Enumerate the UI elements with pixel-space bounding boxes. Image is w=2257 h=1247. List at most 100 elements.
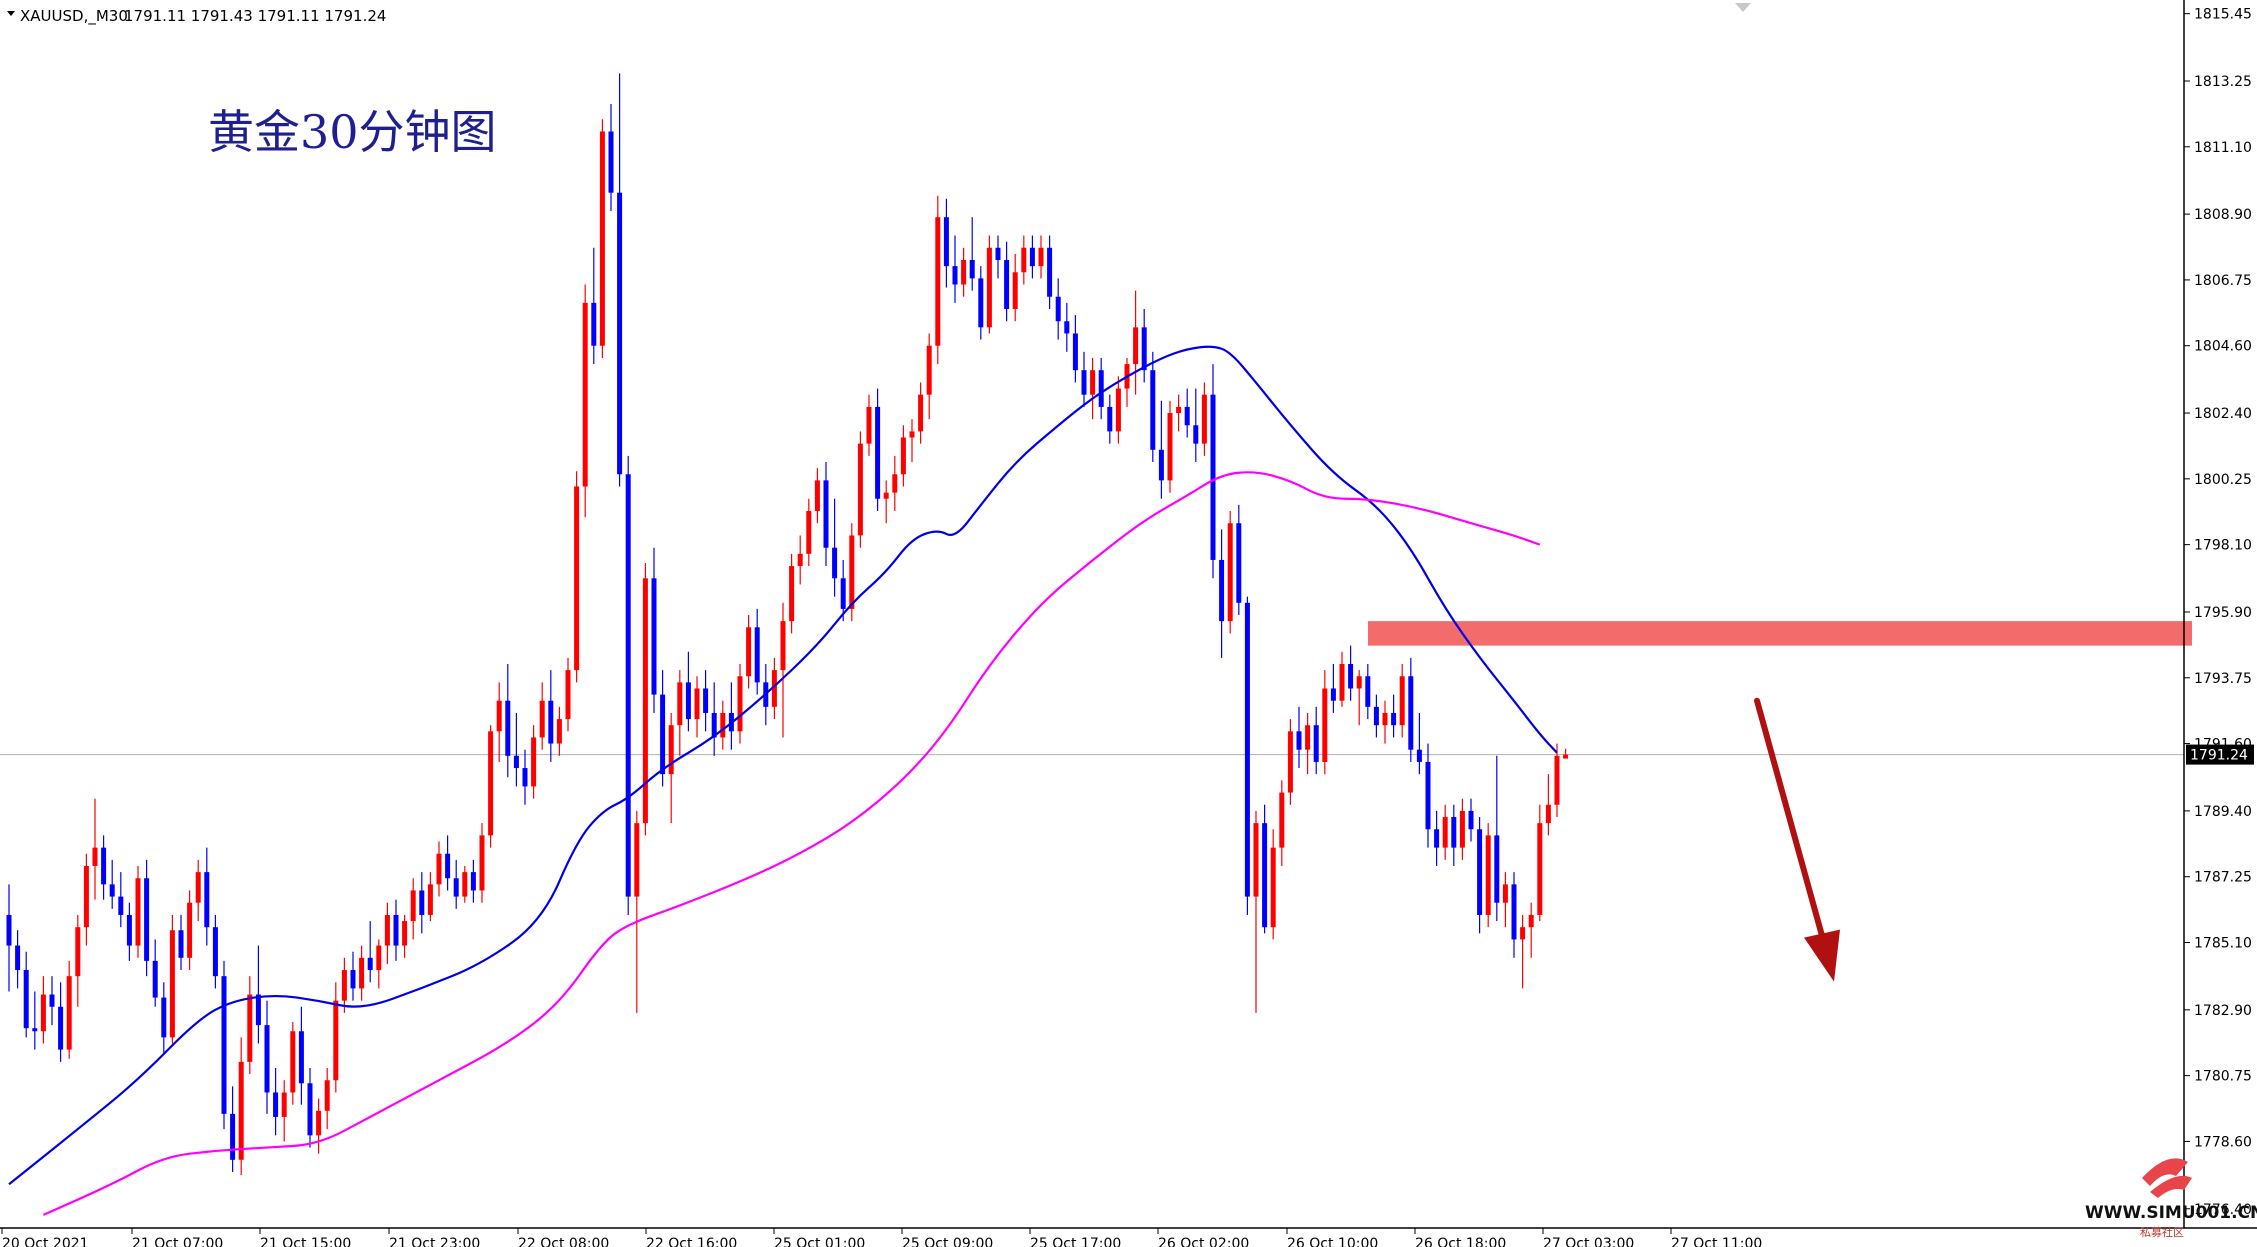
scroll-marker-icon[interactable] xyxy=(1735,3,1751,12)
candle xyxy=(221,960,227,1130)
candle-body xyxy=(625,474,631,897)
candle xyxy=(195,859,201,922)
candle-body xyxy=(961,260,967,285)
candle-body xyxy=(298,1031,304,1084)
candle-body xyxy=(427,884,433,915)
candle xyxy=(384,902,390,964)
candle xyxy=(462,865,468,903)
candle-body xyxy=(169,930,175,1038)
candle xyxy=(548,670,554,762)
candle-body xyxy=(144,878,150,961)
candle xyxy=(720,700,726,750)
candle-body xyxy=(1416,749,1422,762)
candle-body xyxy=(814,480,820,511)
candle xyxy=(806,498,812,567)
candle-body xyxy=(754,627,760,683)
candle xyxy=(40,976,46,1044)
down-trend-arrow xyxy=(1754,697,1840,982)
candle xyxy=(857,431,863,548)
price-tick-label: 1804.60 xyxy=(2194,339,2252,355)
candle xyxy=(1064,302,1070,352)
candle-body xyxy=(694,688,700,720)
time-tick-label: 26 Oct 02:00 xyxy=(1158,1236,1249,1247)
candle-body xyxy=(307,1083,313,1136)
candle-body xyxy=(1055,296,1061,322)
candle xyxy=(290,1022,296,1105)
price-axis-ticks: 1815.45 1813.25 1811.10 1808.90 1806.75 1804.… xyxy=(2184,7,2252,1218)
candle-body xyxy=(393,914,399,946)
candle-body xyxy=(1098,370,1104,407)
candle xyxy=(453,859,459,909)
candle xyxy=(1520,914,1526,989)
candle xyxy=(866,394,872,456)
candle-body xyxy=(238,1061,244,1160)
candle xyxy=(814,468,820,524)
candle xyxy=(307,1067,313,1148)
candle xyxy=(187,890,193,971)
candle-body xyxy=(866,406,872,444)
candle-body xyxy=(522,768,528,787)
candle-body xyxy=(1356,676,1362,689)
time-tick-label: 22 Oct 08:00 xyxy=(518,1236,609,1247)
candle-body xyxy=(685,682,691,720)
candle xyxy=(32,991,38,1050)
price-tick-label: 1806.75 xyxy=(2194,273,2252,289)
candle xyxy=(1494,755,1500,922)
candle xyxy=(926,333,932,420)
price-tick-label: 1782.90 xyxy=(2194,1003,2252,1019)
candle xyxy=(298,1006,304,1105)
candle-body xyxy=(436,853,442,885)
candle xyxy=(531,725,537,799)
candle-body xyxy=(109,884,115,897)
candle-body xyxy=(1511,884,1517,940)
candle-body xyxy=(1081,370,1087,395)
candle xyxy=(58,982,64,1062)
candle-body xyxy=(548,700,554,744)
candle-body xyxy=(40,994,46,1032)
time-tick-label: 21 Oct 15:00 xyxy=(260,1236,351,1247)
chart-title: 黄金30分钟图 xyxy=(208,105,497,159)
candle xyxy=(969,217,975,291)
candle xyxy=(1330,663,1336,713)
candle-body xyxy=(875,406,881,499)
candle-body xyxy=(479,835,485,891)
candle-body xyxy=(1012,272,1018,309)
candle-body xyxy=(1451,817,1457,848)
price-tick-label: 1798.10 xyxy=(2194,538,2252,554)
candle xyxy=(1391,694,1397,738)
price-tick-label: 1800.25 xyxy=(2194,472,2252,488)
candle-body xyxy=(247,994,253,1062)
candle xyxy=(470,859,476,903)
candle-body xyxy=(1468,810,1474,830)
candle-body xyxy=(496,700,502,732)
candle xyxy=(247,976,253,1075)
candle-body xyxy=(230,1113,236,1160)
candle xyxy=(1425,743,1431,848)
candle-body xyxy=(333,1000,339,1081)
candle-body xyxy=(1158,449,1164,481)
candle xyxy=(273,1067,279,1136)
candle-body xyxy=(986,247,992,328)
candle-body xyxy=(746,627,752,677)
symbol-dropdown-icon[interactable] xyxy=(7,11,15,16)
candle xyxy=(402,914,408,958)
candle xyxy=(1047,235,1053,309)
candle-body xyxy=(1236,523,1242,603)
candle xyxy=(1253,810,1259,1013)
candle-body xyxy=(212,927,218,977)
moving-average-fast xyxy=(8,345,1558,1186)
candle xyxy=(316,1098,322,1154)
candle xyxy=(978,266,984,340)
candle xyxy=(1305,712,1311,775)
candle-body xyxy=(1210,394,1216,560)
candle xyxy=(1072,315,1078,383)
candle-body xyxy=(6,914,12,946)
candle-body xyxy=(49,994,55,1007)
candle xyxy=(410,878,416,940)
candle xyxy=(1477,817,1483,934)
candle xyxy=(109,859,115,909)
candle xyxy=(341,957,347,1013)
candle xyxy=(1279,780,1285,866)
candle xyxy=(1528,902,1534,958)
